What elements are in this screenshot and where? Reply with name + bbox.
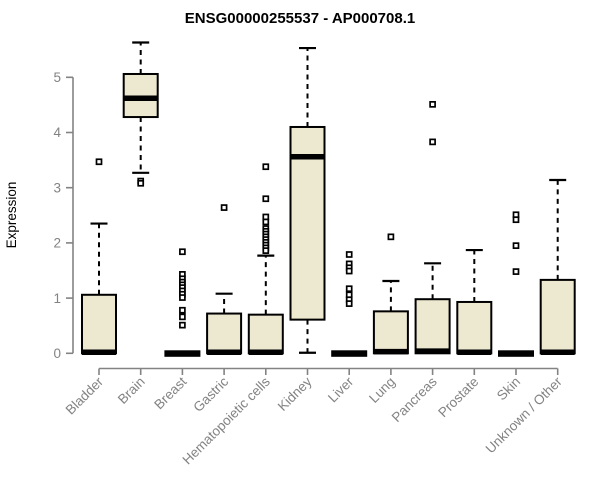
outlier-point-6	[345, 251, 353, 258]
box-0	[81, 293, 117, 355]
flat-box-2	[164, 350, 201, 357]
x-tick-label: Pancreas	[389, 374, 440, 425]
outlier-point-10	[512, 242, 520, 250]
x-tick-label: Prostate	[435, 374, 481, 420]
outlier-point-0	[95, 158, 103, 166]
x-tick-label: Liver	[325, 374, 357, 406]
outlier-point-2	[179, 294, 186, 301]
x-tick-label: Skin	[494, 374, 523, 403]
box-9	[456, 300, 493, 355]
outlier-point-3	[220, 204, 228, 211]
box-8	[414, 298, 451, 355]
chart-title: ENSG00000255537 - AP000708.1	[185, 10, 415, 27]
outlier-point-1	[137, 179, 145, 187]
x-tick-label: Brain	[115, 374, 148, 407]
outlier-point-7	[387, 233, 395, 241]
outlier-point-6	[345, 300, 353, 307]
y-tick-label: 3	[53, 180, 61, 195]
outlier-point-8	[429, 138, 436, 146]
outlier-point-2	[179, 248, 186, 256]
outlier-point-4	[262, 163, 270, 171]
y-axis-title: Expression	[4, 182, 19, 249]
y-tick-label: 1	[53, 291, 61, 306]
y-tick-label: 2	[53, 236, 61, 251]
box-7	[372, 310, 409, 355]
x-tick-label: Bladder	[63, 374, 107, 418]
x-tick-label: Unknown / Other	[483, 374, 566, 457]
outlier-point-4	[262, 218, 270, 226]
y-tick-label: 5	[53, 70, 61, 85]
flat-box-6	[331, 350, 368, 357]
outlier-point-6	[345, 285, 353, 293]
box-4	[247, 313, 284, 355]
outlier-point-4	[262, 247, 270, 254]
outlier-point-6	[345, 267, 353, 275]
box-3	[206, 312, 243, 355]
y-tick-label: 0	[53, 346, 61, 361]
x-tick-label: Gastric	[190, 374, 231, 415]
x-tick-label: Breast	[151, 374, 189, 412]
box-11	[539, 278, 576, 355]
outlier-point-2	[179, 306, 186, 314]
outlier-point-2	[179, 321, 186, 329]
box-1	[122, 72, 159, 119]
outlier-point-4	[262, 195, 270, 203]
y-tick-label: 4	[53, 125, 61, 140]
outlier-point-2	[179, 313, 186, 321]
outlier-point-10	[512, 268, 520, 275]
flat-box-10	[498, 350, 534, 357]
outlier-point-8	[429, 100, 436, 108]
outlier-point-10	[512, 216, 520, 224]
x-tick-label: Kidney	[275, 374, 315, 414]
x-tick-label: Lung	[366, 374, 398, 406]
